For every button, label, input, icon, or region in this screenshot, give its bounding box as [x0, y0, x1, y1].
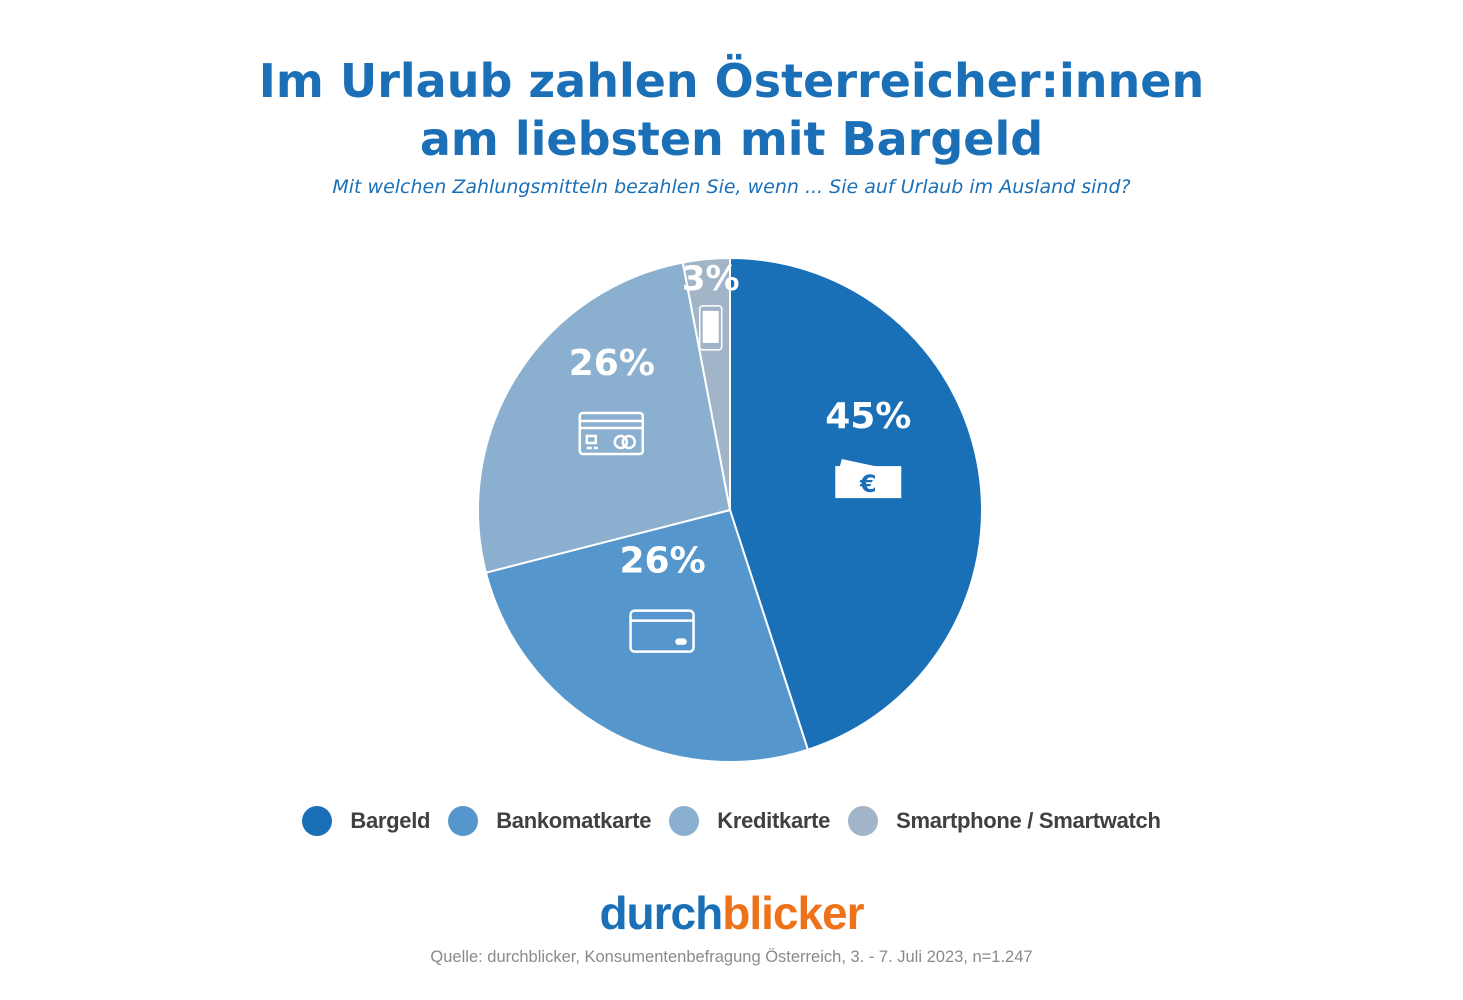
chart-subtitle: Mit welchen Zahlungsmitteln bezahlen Sie… — [332, 176, 1131, 198]
svg-text:€: € — [859, 470, 877, 498]
data-label: 26% — [619, 541, 705, 582]
slice-label-group: 26% — [619, 541, 706, 653]
credit-card-icon — [578, 411, 645, 456]
slice-label-group: 3% — [682, 259, 740, 351]
logo-part-1: durch — [599, 887, 723, 939]
pie-slice-kreditkarte — [477, 261, 732, 574]
legend-label: Bargeld — [350, 808, 431, 833]
legend-item-kreditkarte: Kreditkarte — [669, 806, 830, 836]
legend-label: Bankomatkarte — [496, 808, 652, 833]
legend-item-bankomatkarte: Bankomatkarte — [448, 806, 652, 836]
title-line-1: Im Urlaub zahlen Österreicher:innen — [258, 54, 1205, 108]
data-label: 3% — [682, 259, 740, 299]
legend-label: Smartphone / Smartwatch — [896, 808, 1161, 833]
banknote-euro-icon: € — [835, 457, 903, 499]
pie-chart: 45% €26% 26% 3% — [477, 256, 983, 763]
source-note: Quelle: durchblicker, Konsumentenbefragu… — [430, 948, 1033, 966]
data-label: 45% — [825, 396, 911, 437]
legend-swatch — [302, 806, 333, 836]
title-line-2: am liebsten mit Bargeld — [419, 112, 1044, 166]
legend-item-smartphone: Smartphone / Smartwatch — [848, 806, 1161, 836]
durchblicker-logo: durchblicker — [0, 886, 1463, 940]
debit-card-icon — [629, 609, 695, 653]
legend-swatch — [448, 806, 479, 836]
smartphone-icon — [698, 305, 723, 351]
legend-swatch — [669, 806, 700, 836]
chart-title: Im Urlaub zahlen Österreicher:innen am l… — [0, 52, 1463, 168]
logo-part-2: blicker — [722, 887, 864, 939]
legend-item-bargeld: Bargeld — [302, 806, 430, 836]
pie-slice-bargeld — [729, 256, 983, 751]
legend: Bargeld Bankomatkarte Kreditkarte Smartp… — [0, 806, 1463, 836]
slice-label-group: 26% — [569, 343, 655, 456]
slice-label-group: 45% € — [825, 396, 911, 499]
legend-swatch — [848, 806, 879, 836]
pie-slice-bankomatkarte — [484, 508, 810, 763]
data-label: 26% — [569, 343, 655, 384]
legend-label: Kreditkarte — [717, 808, 831, 833]
